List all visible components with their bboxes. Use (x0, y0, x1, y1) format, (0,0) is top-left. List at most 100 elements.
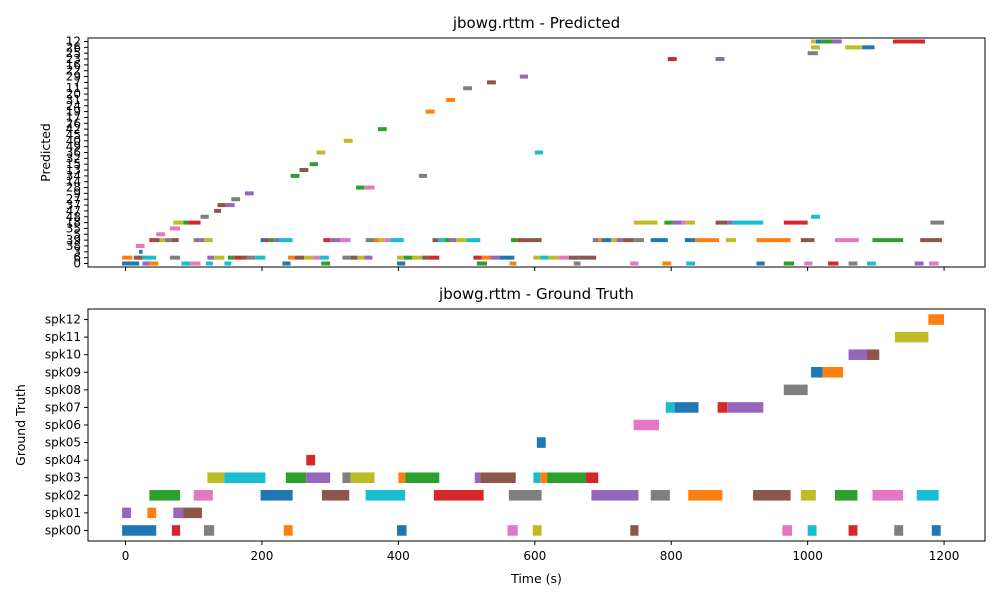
segment-bar (756, 261, 765, 266)
y-tick-label: spk00 (45, 523, 81, 537)
y-tick-label: 26 (66, 116, 81, 130)
x-tick-label: 1200 (929, 549, 960, 563)
segment-bar (717, 402, 728, 413)
segment-bar (350, 472, 375, 483)
y-tick-label: 28 (66, 181, 81, 195)
segment-bar (633, 238, 644, 243)
segment-bar (807, 51, 818, 56)
segment-bar (862, 45, 875, 50)
segment-bar (533, 255, 541, 260)
segment-bar (811, 214, 820, 219)
y-tick-label: 9 (73, 186, 81, 200)
segment-bar (330, 238, 341, 243)
segment-bar (309, 162, 318, 167)
segment-bar (540, 255, 549, 260)
segment-bar (217, 203, 226, 208)
segment-bar (446, 97, 455, 102)
segment-bar (681, 220, 687, 225)
y-tick-label: spk07 (45, 400, 81, 414)
segment-bar (313, 255, 320, 260)
segment-bar (821, 39, 832, 44)
y-tick-label: spk03 (45, 471, 81, 485)
predicted-panel: jbowg.rttm - Predicted Predicted 0633839… (38, 14, 986, 271)
x-tick-label: 600 (523, 549, 546, 563)
segment-bar (135, 243, 145, 248)
x-tick-label: 0 (122, 549, 130, 563)
segment-bar (183, 220, 189, 225)
segment-bar (147, 507, 157, 519)
y-tick-label: 14 (66, 175, 81, 189)
segment-bar (444, 238, 450, 243)
y-tick-label: 19 (66, 105, 81, 119)
segment-bar (139, 249, 143, 254)
y-tick-label: spk10 (45, 348, 81, 362)
segment-bar (476, 261, 488, 266)
y-tick-label: 18 (66, 216, 81, 230)
y-tick-label: 42 (66, 122, 81, 136)
x-tick-label: 1000 (792, 549, 823, 563)
segment-bar (364, 185, 375, 190)
y-tick-label: 5 (73, 227, 81, 241)
y-tick-label: spk02 (45, 488, 81, 502)
segment-bar (892, 39, 925, 44)
segment-bar (650, 490, 670, 501)
segment-bar (203, 238, 213, 243)
segment-bar (894, 525, 904, 536)
segment-bar (929, 261, 939, 266)
segment-bar (323, 238, 331, 243)
segment-bar (285, 472, 307, 483)
segment-bar (287, 255, 295, 260)
segment-bar (412, 255, 423, 260)
segment-bar (592, 238, 599, 243)
ground-truth-title: jbowg.rttm - Ground Truth (438, 285, 634, 303)
segment-bar (872, 490, 904, 501)
segment-bar (540, 472, 548, 483)
segment-bar (674, 402, 699, 413)
segment-bar (547, 472, 586, 483)
segment-bar (848, 349, 867, 360)
segment-bar (662, 261, 672, 266)
segment-bar (365, 238, 375, 243)
segment-bar (630, 261, 639, 266)
segment-bar (800, 238, 815, 243)
plot-frame (87, 308, 986, 542)
y-tick-label: spk01 (45, 506, 81, 520)
y-tick-label: 24 (66, 99, 81, 113)
ground-truth-panel: jbowg.rttm - Ground Truth Ground Truth T… (13, 285, 986, 586)
segment-bar (149, 490, 181, 501)
segment-bar (122, 255, 133, 260)
segment-bar (418, 173, 428, 178)
segment-bar (800, 490, 816, 501)
y-tick-label: 38 (66, 239, 81, 253)
segment-bar (422, 255, 430, 260)
segment-bar (727, 220, 733, 225)
segment-bar (343, 138, 353, 143)
segment-bar (848, 261, 858, 266)
y-tick-label: 22 (66, 64, 81, 78)
segment-bar (319, 255, 329, 260)
segment-bar (432, 238, 438, 243)
segment-bar (398, 472, 406, 483)
y-tick-label: 29 (66, 70, 81, 84)
segment-bar (255, 255, 266, 260)
segment-bar (517, 238, 522, 243)
segment-bar (377, 127, 387, 132)
y-tick-label: spk05 (45, 436, 81, 450)
segment-bar (290, 173, 300, 178)
y-tick-label: 47 (66, 204, 81, 218)
predicted-ylabel: Predicted (38, 123, 53, 182)
segment-bar (188, 220, 201, 225)
segment-bar (783, 220, 808, 225)
segment-bar (811, 45, 820, 50)
segment-bar (294, 255, 305, 260)
segment-bar (831, 39, 842, 44)
segment-bar (715, 220, 728, 225)
segment-bar (866, 349, 880, 360)
segment-bar (753, 490, 791, 501)
segment-bar (715, 57, 725, 62)
segment-bar (686, 261, 696, 266)
segment-bar (473, 255, 482, 260)
segment-bar (357, 255, 365, 260)
segment-bar (585, 472, 599, 483)
